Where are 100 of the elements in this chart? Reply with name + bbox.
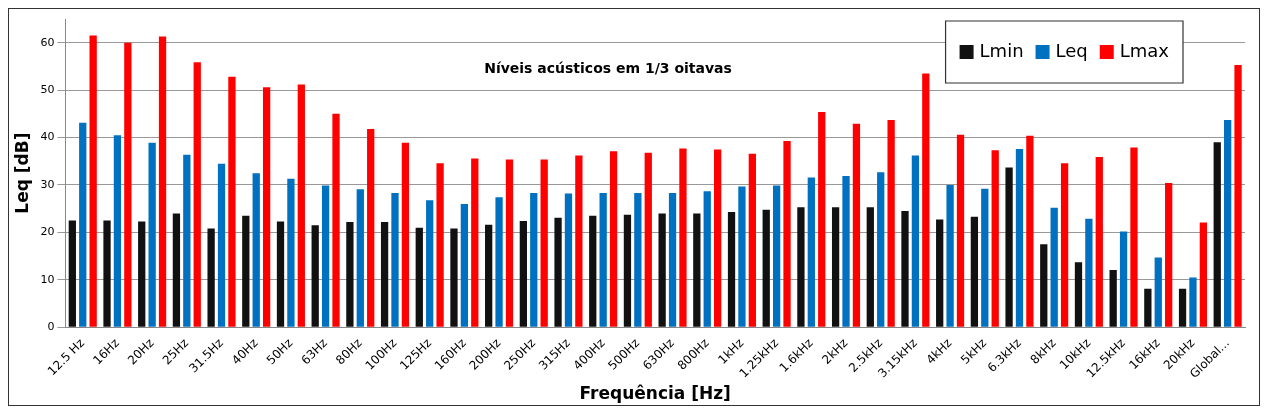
bar (346, 221, 354, 327)
bar (193, 62, 201, 327)
bar (426, 200, 434, 327)
bar (634, 193, 642, 327)
y-tick-label: 50 (40, 83, 55, 96)
y-tick-label: 10 (40, 272, 55, 286)
bar (68, 220, 76, 327)
bar (460, 203, 469, 327)
bar (401, 142, 410, 327)
bar (703, 191, 711, 327)
bar (1224, 120, 1232, 327)
bar (748, 153, 756, 327)
bar (887, 120, 895, 327)
bar (922, 73, 930, 327)
bar (1119, 231, 1128, 327)
bar (217, 163, 226, 327)
bar (172, 213, 181, 327)
bar (103, 220, 111, 327)
bar (1189, 277, 1197, 327)
bar (1074, 262, 1083, 327)
bar (124, 42, 132, 327)
bar (1178, 288, 1187, 327)
bar (956, 134, 965, 327)
y-tick-label: 20 (40, 225, 55, 239)
bar (1199, 222, 1208, 327)
bar (1050, 207, 1058, 327)
bar (783, 140, 791, 327)
bar (1144, 288, 1152, 327)
bar (148, 142, 156, 327)
bar (262, 87, 271, 327)
y-tick-label: 30 (40, 177, 55, 191)
bar (970, 216, 979, 327)
bar (877, 172, 885, 327)
bar (693, 213, 701, 327)
bar (644, 152, 652, 327)
y-axis-title: Leq [dB] (11, 132, 32, 214)
bar (852, 123, 861, 327)
bar (540, 159, 548, 327)
bar (415, 227, 423, 327)
bar (1154, 257, 1162, 327)
bar (1026, 135, 1034, 327)
bar (1085, 218, 1093, 327)
bar (311, 225, 319, 327)
bar (589, 215, 597, 327)
text: Níveis acústicos em 1/3 oitavas (484, 59, 732, 76)
bar (818, 111, 826, 327)
bar (762, 209, 770, 327)
bar (242, 215, 250, 327)
bar (1060, 163, 1069, 327)
bar (436, 163, 444, 327)
bar (113, 135, 122, 327)
bar (321, 185, 330, 327)
legend-label: Lmax (1119, 39, 1170, 61)
y-tick-label: 0 (47, 320, 55, 334)
bar (658, 213, 666, 327)
bar (1165, 183, 1173, 327)
bar (158, 36, 167, 327)
bar (1040, 244, 1048, 327)
bar (450, 228, 458, 327)
bar (772, 185, 781, 327)
bar (485, 224, 493, 327)
bar (1234, 65, 1242, 327)
bar (228, 76, 236, 327)
x-axis-title: Frequência [Hz] (579, 383, 731, 404)
bar (936, 219, 944, 327)
bar (495, 197, 503, 327)
bar (738, 186, 746, 327)
bar (668, 193, 677, 327)
legend-label: Lmin (979, 39, 1024, 61)
bar (1015, 148, 1024, 327)
bar (623, 214, 632, 327)
bar (679, 148, 687, 327)
bar (380, 221, 389, 327)
bar (946, 184, 954, 327)
bar (332, 113, 340, 327)
bar (287, 178, 295, 327)
bar (866, 207, 874, 327)
bar (714, 149, 722, 327)
bar (530, 193, 538, 327)
bar (599, 193, 607, 327)
bar (842, 175, 850, 327)
bar (89, 35, 97, 327)
bar (471, 158, 479, 327)
bar (831, 207, 840, 327)
bar (1213, 142, 1221, 327)
bar (276, 221, 285, 327)
bar (901, 211, 909, 327)
y-tick-label: 60 (40, 35, 55, 49)
bar (1130, 147, 1138, 327)
bar (727, 212, 736, 327)
y-tick-label: 40 (40, 130, 55, 144)
bar (575, 155, 583, 327)
bar (1095, 157, 1103, 327)
bar (367, 129, 375, 327)
bar (79, 122, 87, 327)
legend-label: Leq (1055, 39, 1088, 61)
bar (807, 177, 815, 327)
bar (356, 189, 364, 327)
bar (252, 173, 260, 327)
bar (564, 193, 573, 327)
